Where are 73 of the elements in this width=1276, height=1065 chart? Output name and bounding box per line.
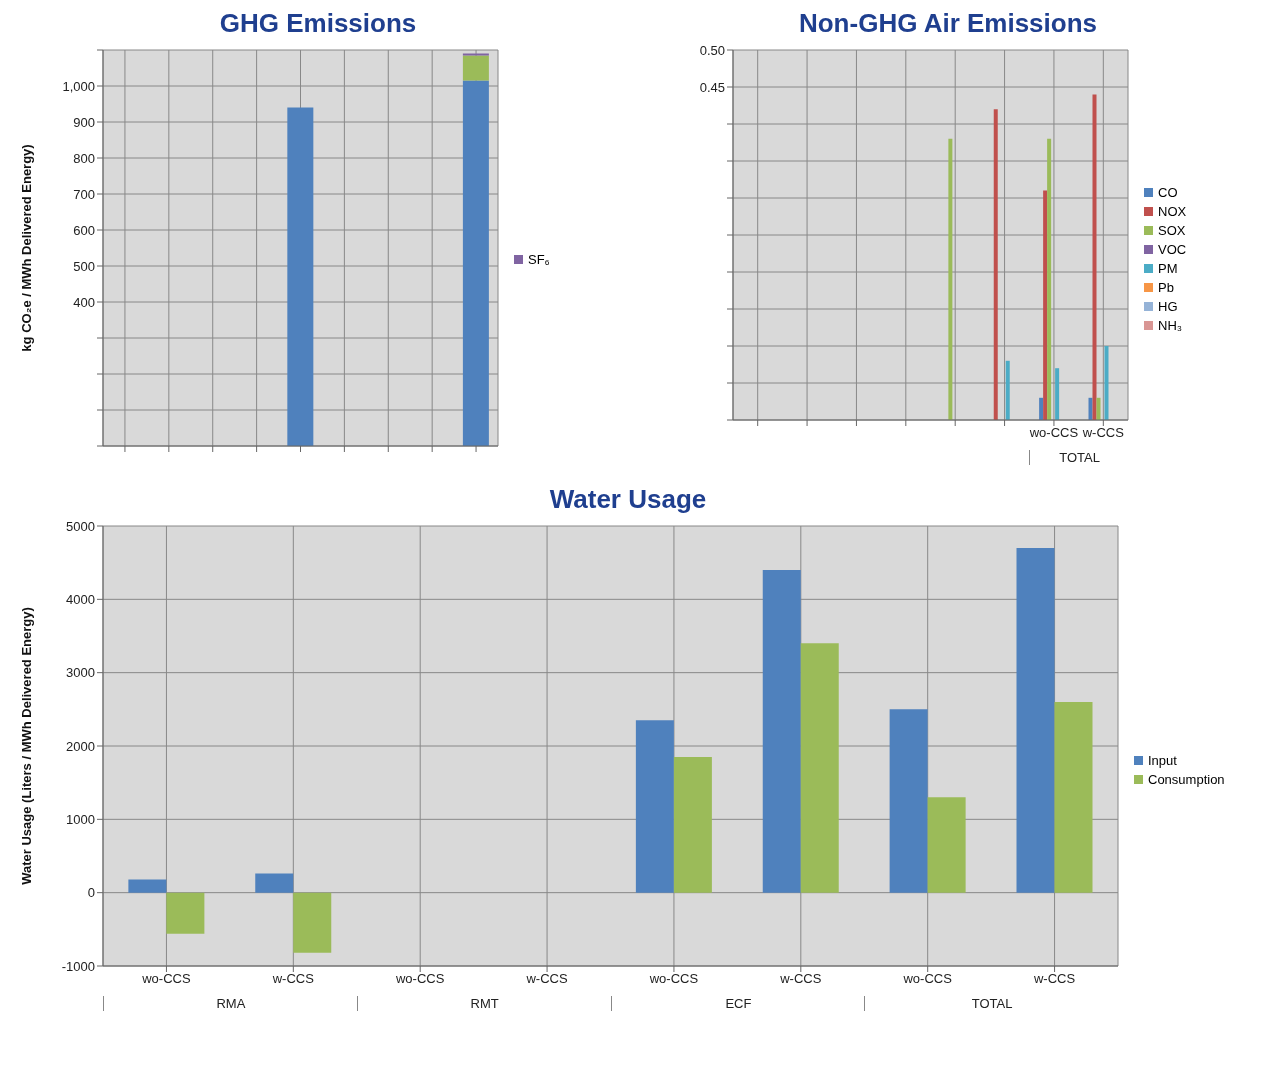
- y-axis-title: Water Usage (Liters / MWh Delivered Energy): [18, 607, 34, 885]
- bar: [1016, 548, 1055, 893]
- legend-label: NH₃: [1158, 318, 1183, 333]
- text: TOTAL: [864, 996, 1119, 1011]
- bar: [993, 109, 998, 420]
- legend-label: Consumption: [1148, 772, 1225, 787]
- legend-label: VOC: [1158, 242, 1187, 257]
- y-tick-label: 5000: [66, 518, 95, 534]
- legend-label: PM: [1158, 261, 1178, 276]
- y-tick-label: 2000: [66, 738, 95, 754]
- bar: [255, 873, 294, 893]
- bar: [287, 107, 314, 446]
- bar: [889, 709, 928, 893]
- x-tick-label: w-CCS: [271, 971, 315, 987]
- x-tick-label: w-CCS: [1081, 425, 1125, 441]
- legend-label: Pb: [1158, 280, 1174, 295]
- bar: [673, 757, 712, 893]
- y-tick-label: 700: [73, 186, 95, 202]
- text: RMA: [103, 996, 358, 1011]
- bar: [1043, 190, 1048, 420]
- chart-title: GHG Emissions: [218, 8, 418, 40]
- text: RMT: [356, 996, 612, 1011]
- x-tick-label: wo-CCS: [1028, 425, 1079, 441]
- bar: [800, 643, 839, 893]
- bar: [948, 138, 953, 420]
- y-tick-label: 900: [73, 114, 95, 130]
- bar: [927, 797, 966, 893]
- y-tick-label: 0.45: [699, 79, 725, 95]
- x-tick-label: wo-CCS: [141, 971, 191, 987]
- y-tick-label: 4000: [66, 591, 95, 607]
- y-axis-title: kg CO₂e / MWh Delivered Energy): [18, 144, 34, 352]
- bar: [1092, 94, 1097, 420]
- x-tick-label: wo-CCS: [902, 971, 953, 987]
- chart-title: Non-GHG Air Emissions: [797, 8, 1099, 40]
- legend-label: Input: [1148, 753, 1177, 768]
- y-tick-label: 1,000: [62, 78, 95, 94]
- y-tick-label: 0: [87, 885, 95, 901]
- legend-label: SF₆: [528, 251, 550, 267]
- text: TOTAL: [1029, 450, 1129, 465]
- x-tick-label: w-CCS: [525, 971, 568, 987]
- chart-title: Water Usage: [548, 484, 708, 516]
- legend-label: SOX: [1158, 223, 1186, 238]
- bar: [128, 879, 167, 893]
- bar: [462, 80, 489, 446]
- y-tick-label: 0.50: [699, 42, 725, 58]
- text: ECF: [610, 996, 866, 1011]
- legend-label: NOX: [1158, 204, 1187, 219]
- legend-label: HG: [1158, 299, 1178, 314]
- bar: [1104, 346, 1109, 420]
- bar: [1055, 368, 1060, 420]
- x-tick-label: w-CCS: [1032, 971, 1076, 987]
- bar: [1005, 360, 1010, 420]
- bar: [1039, 397, 1044, 420]
- y-tick-label: 3000: [66, 665, 95, 681]
- bar: [1054, 702, 1093, 893]
- bar: [166, 892, 205, 934]
- bar: [1088, 397, 1093, 420]
- legend-label: CO: [1158, 185, 1178, 200]
- x-tick-label: w-CCS: [779, 971, 822, 987]
- y-tick-label: 1000: [66, 811, 95, 827]
- x-tick-label: wo-CCS: [648, 971, 699, 987]
- bar: [462, 55, 489, 81]
- bar: [635, 720, 674, 893]
- y-tick-label: 500: [73, 258, 95, 274]
- bar: [762, 570, 801, 893]
- bar: [1096, 397, 1101, 420]
- y-tick-label: 800: [73, 150, 95, 166]
- y-tick-label: 400: [73, 294, 95, 310]
- bar: [293, 892, 332, 953]
- bar: [1047, 138, 1052, 420]
- y-tick-label: 600: [73, 222, 95, 238]
- y-tick-label: -1000: [61, 958, 95, 974]
- x-tick-label: wo-CCS: [394, 971, 445, 987]
